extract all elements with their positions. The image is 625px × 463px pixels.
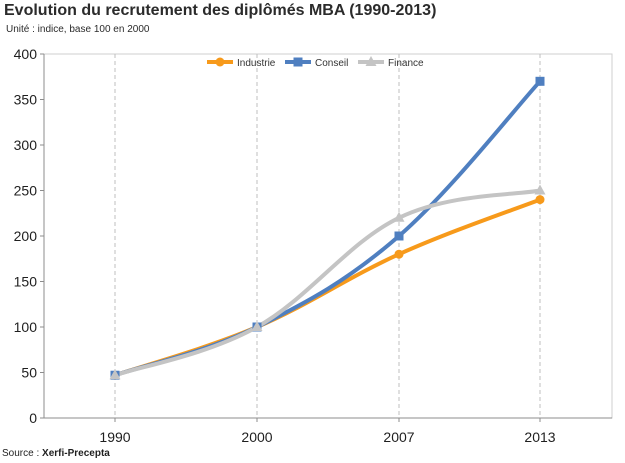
data-point-industrie <box>535 195 545 205</box>
y-tick-label: 400 <box>14 46 38 62</box>
legend-marker-conseil <box>293 57 303 67</box>
legend-label-industrie: Industrie <box>237 58 276 69</box>
data-point-finance <box>109 369 121 380</box>
x-tick-label: 2007 <box>383 429 414 445</box>
y-tick-label: 300 <box>14 137 38 153</box>
chart-title: Evolution du recrutement des diplômés MB… <box>4 2 437 19</box>
y-tick-label: 200 <box>14 228 38 244</box>
source-label: Source : <box>2 448 40 459</box>
data-point-finance <box>534 184 546 195</box>
x-tick-label: 2013 <box>524 429 555 445</box>
source-note: Source : Xerfi-Precepta <box>2 448 110 459</box>
data-point-conseil <box>535 76 545 86</box>
data-point-industrie <box>394 249 404 259</box>
chart-subtitle: Unité : indice, base 100 en 2000 <box>6 24 150 35</box>
y-tick-label: 250 <box>14 183 38 199</box>
legend-marker-industrie <box>215 57 225 67</box>
x-tick-label: 1990 <box>99 429 130 445</box>
data-point-finance <box>393 211 405 222</box>
source-name: Xerfi-Precepta <box>42 448 110 459</box>
plot-frame <box>43 53 613 419</box>
y-tick-label: 350 <box>14 92 38 108</box>
series-line-finance <box>113 188 542 378</box>
data-point-conseil <box>394 231 404 241</box>
series-line-conseil <box>113 79 542 378</box>
y-tick-label: 150 <box>14 274 38 290</box>
y-tick-label: 50 <box>21 365 37 381</box>
x-tick-label: 2000 <box>241 429 272 445</box>
y-tick-label: 100 <box>14 319 38 335</box>
y-tick-label: 0 <box>29 410 37 426</box>
legend-label-finance: Finance <box>388 58 424 69</box>
legend-marker-finance <box>365 56 377 66</box>
legend-label-conseil: Conseil <box>315 58 348 69</box>
data-point-finance <box>251 321 263 331</box>
